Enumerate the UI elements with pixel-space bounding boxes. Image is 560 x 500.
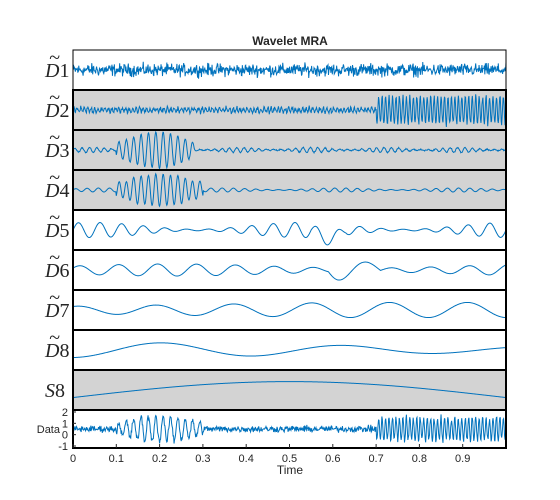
y-label-s8: S8 [45, 380, 65, 402]
series-line [72, 261, 507, 281]
x-tick-label: 0.3 [195, 453, 210, 465]
y-tick-label: -1 [58, 441, 68, 453]
x-tick-label: 0.2 [152, 453, 167, 465]
tilde-mark: ~ [49, 87, 60, 109]
series-line [72, 94, 507, 128]
panel-d8: D8~ [44, 327, 507, 371]
x-tick-label: 0.7 [368, 453, 383, 465]
y-label-d1: D1 [44, 60, 69, 82]
y-tick-label: 0 [62, 430, 68, 442]
series-line [72, 172, 507, 208]
tilde-mark: ~ [49, 127, 60, 149]
tilde-mark: ~ [49, 327, 60, 349]
x-tick-label: 0.5 [282, 453, 297, 465]
x-axis: 0 0.1 0.2 0.3 0.4 0.5 0.6 0.7 0.8 0.9 [70, 444, 470, 465]
tilde-mark: ~ [49, 47, 60, 69]
series-line [72, 381, 507, 399]
panel-s8: S8 [45, 369, 507, 411]
y-label-d7: D7 [44, 300, 69, 322]
series-line [72, 222, 507, 246]
tilde-mark: ~ [49, 167, 60, 189]
y-label-d6: D6 [44, 260, 69, 282]
y-tick-label: 1 [62, 418, 68, 430]
panel-d1: D1~ [44, 47, 507, 91]
series-line [72, 414, 507, 444]
panel-d6: D6~ [44, 247, 507, 291]
series-line [72, 130, 507, 170]
panel-background [73, 330, 506, 370]
y-label-d5: D5 [44, 220, 69, 242]
tilde-mark: ~ [49, 247, 60, 269]
panel-d4: D4~ [44, 167, 507, 211]
x-tick-label: 0.4 [239, 453, 254, 465]
panel-d2: D2~ [44, 87, 507, 131]
tilde-mark: ~ [49, 287, 60, 309]
x-tick-label: 0.1 [109, 453, 124, 465]
series-line [72, 301, 507, 319]
y-label-d8: D8 [44, 340, 69, 362]
x-tick-label: 0 [70, 453, 76, 465]
x-tick-label: 0.8 [412, 453, 427, 465]
panel-d3: D3~ [44, 127, 507, 171]
panel-background [73, 250, 506, 290]
series-line [72, 61, 507, 79]
y-label-data: Data [37, 424, 61, 436]
panel-d5: D5~ [44, 207, 507, 251]
tilde-mark: ~ [49, 207, 60, 229]
x-axis-label: Time [277, 463, 304, 477]
y-label-d3: D3 [44, 140, 69, 162]
series-line [72, 342, 507, 359]
x-tick-label: 0.9 [455, 453, 470, 465]
panel-background [73, 290, 506, 330]
panel-d7: D7~ [44, 287, 507, 331]
chart-title: Wavelet MRA [252, 34, 328, 48]
y-label-d2: D2 [44, 100, 69, 122]
y-label-d4: D4 [44, 180, 69, 202]
x-tick-label: 0.6 [325, 453, 340, 465]
y-tick-label: 2 [62, 407, 68, 419]
